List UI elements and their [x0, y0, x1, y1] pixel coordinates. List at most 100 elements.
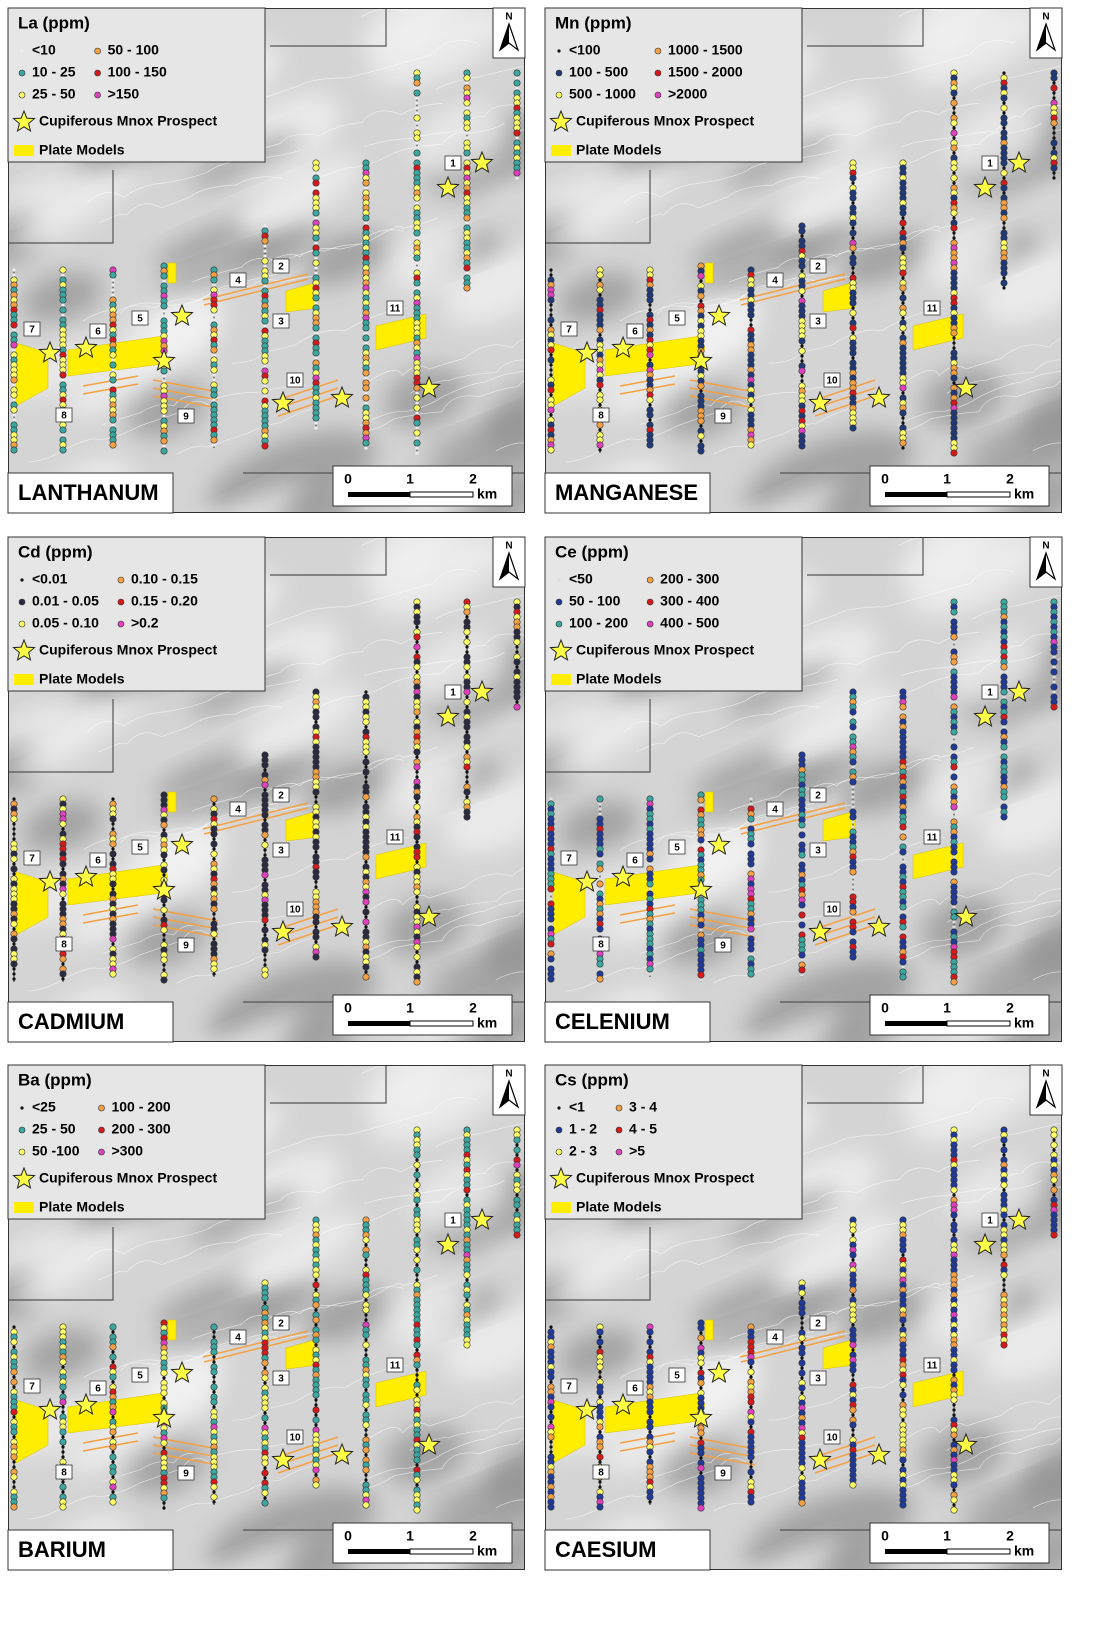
sample-dot	[851, 890, 854, 893]
legend-swatch	[655, 92, 661, 98]
sample-dot	[465, 271, 468, 274]
sample-dot	[110, 1444, 116, 1450]
sample-dot	[415, 840, 418, 843]
plate-label: 10	[289, 1433, 301, 1444]
sample-dot	[415, 1273, 418, 1276]
sample-dot	[698, 383, 704, 389]
sample-dot	[110, 851, 116, 857]
sample-dot	[313, 1317, 319, 1323]
legend-swatch	[20, 49, 23, 52]
sample-dot	[951, 764, 957, 770]
sample-dot	[465, 221, 468, 224]
sample-dot	[749, 1405, 752, 1408]
sample-dot	[262, 378, 268, 384]
sample-dot	[647, 1424, 653, 1430]
sample-dot	[850, 909, 856, 915]
sample-dot	[549, 962, 552, 965]
sample-dot	[211, 307, 217, 313]
sample-dot	[515, 1208, 518, 1211]
sample-dot	[851, 356, 854, 359]
sample-dot	[12, 418, 15, 421]
plate-label: 4	[235, 805, 241, 816]
sample-dot	[648, 418, 651, 421]
sample-dot	[549, 368, 552, 371]
sample-dot	[60, 971, 66, 977]
plate-label: 3	[278, 1374, 284, 1385]
sample-dot	[952, 336, 955, 339]
sample-dot	[851, 785, 854, 788]
sample-dot	[850, 1227, 856, 1233]
sample-dot	[549, 897, 552, 900]
sample-dot	[548, 297, 554, 303]
sample-dot	[414, 90, 420, 96]
sample-dot	[699, 1366, 702, 1369]
sample-dot	[161, 438, 167, 444]
legend-label: Cupiferous Mnox Prospect	[576, 642, 754, 658]
legend-title: Ce (ppm)	[555, 542, 629, 561]
sample-dot	[11, 1379, 17, 1385]
plate-label: 4	[772, 276, 778, 287]
sample-dot	[1051, 669, 1057, 675]
sample-dot	[749, 1475, 752, 1478]
sample-dot	[648, 1335, 651, 1338]
sample-dot	[951, 175, 957, 181]
sample-dot	[748, 1359, 754, 1365]
sample-dot	[698, 1325, 704, 1331]
sample-dot	[415, 126, 418, 129]
sample-dot	[262, 947, 268, 953]
sample-dot	[263, 958, 266, 961]
map-panel: 1234567891011Ce (ppm)<5050 - 100100 - 20…	[480, 492, 1107, 1101]
sample-dot	[951, 1367, 957, 1373]
page: { "map": { "north": "N", "scale": {"tick…	[0, 0, 1107, 1646]
sample-dot	[414, 804, 420, 810]
scale-tick-label: 2	[1006, 471, 1014, 487]
sample-dot	[800, 1316, 803, 1319]
sample-dot	[363, 919, 369, 925]
sample-dot	[1052, 176, 1055, 179]
sample-dot	[314, 266, 317, 269]
plate-label: 8	[598, 940, 604, 951]
sample-dot	[699, 928, 702, 931]
sample-dot	[161, 927, 167, 933]
sample-dot	[952, 1233, 955, 1236]
sample-dot	[162, 968, 165, 971]
sample-dot	[314, 1278, 317, 1281]
sample-dot	[749, 952, 752, 955]
sample-dot	[951, 1397, 957, 1403]
sample-dot	[901, 301, 904, 304]
sample-dot	[514, 639, 520, 645]
sample-dot	[900, 440, 906, 446]
sample-dot	[1001, 95, 1007, 101]
sample-dot	[111, 1490, 114, 1493]
sample-dot	[61, 1365, 64, 1368]
sample-dot	[901, 416, 904, 419]
sample-dot	[415, 1393, 418, 1396]
sample-dot	[415, 411, 418, 414]
sample-dot	[851, 1413, 854, 1416]
sample-dot	[851, 730, 854, 733]
sample-dot	[799, 1385, 805, 1391]
sample-dot	[799, 912, 805, 918]
sample-dot	[111, 383, 114, 386]
sample-dot	[548, 1404, 554, 1410]
sample-dot	[414, 195, 420, 201]
sample-dot	[952, 181, 955, 184]
sample-dot	[1001, 185, 1007, 191]
legend-label: >5	[629, 1143, 645, 1159]
sample-dot	[514, 1137, 520, 1143]
sample-dot	[951, 694, 957, 700]
sample-dot	[952, 136, 955, 139]
sample-dot	[597, 272, 603, 278]
sample-dot	[12, 1385, 15, 1388]
legend-swatch	[118, 621, 124, 627]
sample-dot	[951, 659, 957, 665]
sample-dot	[313, 180, 319, 186]
sample-dot	[548, 1374, 554, 1380]
scale-unit: km	[477, 1015, 497, 1031]
sample-dot	[262, 358, 268, 364]
sample-dot	[313, 295, 319, 301]
sample-dot	[161, 1370, 167, 1376]
sample-dot	[415, 1278, 418, 1281]
sample-dot	[12, 273, 15, 276]
sample-dot	[647, 856, 653, 862]
